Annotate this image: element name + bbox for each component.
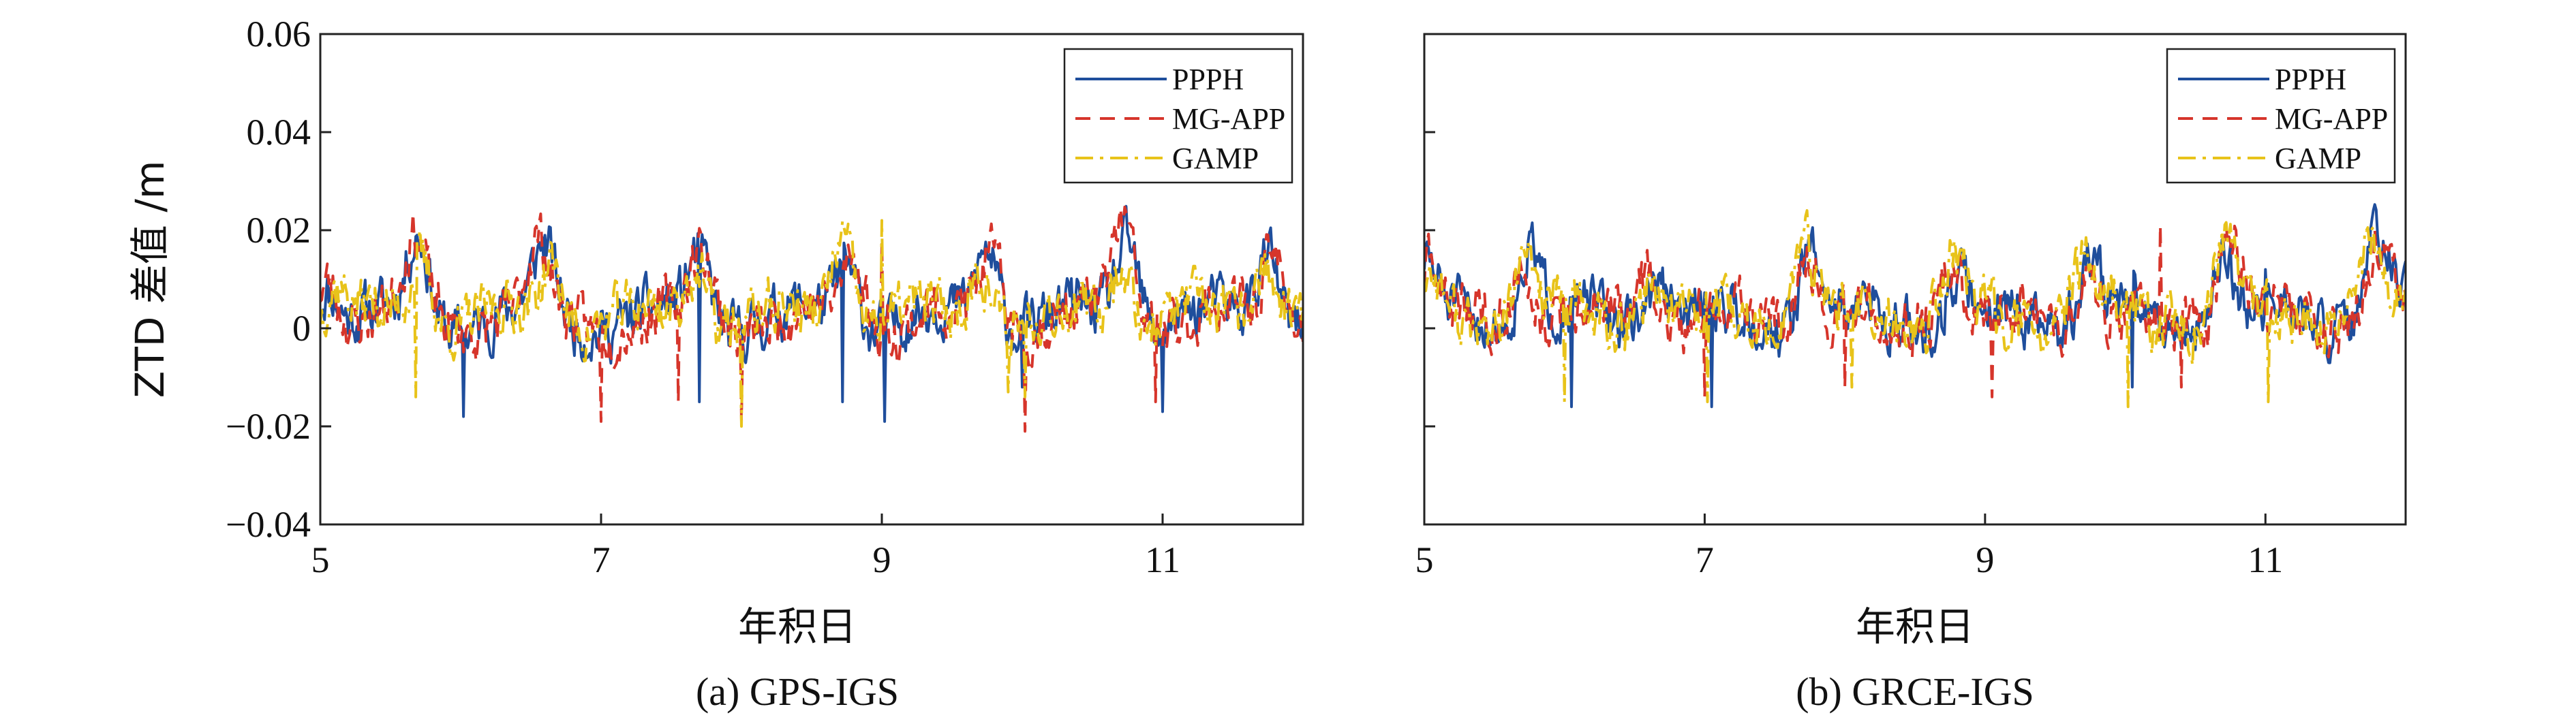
legend-label-gamp: GAMP [1172, 142, 1259, 175]
plot-area [1424, 203, 2406, 409]
panel-caption: (b) GRCE-IGS [1796, 670, 2034, 714]
y-tick-label: −0.04 [226, 504, 311, 545]
y-tick-label: 0.02 [247, 210, 311, 251]
x-tick-label: 11 [2248, 539, 2283, 580]
y-tick-label: 0.04 [247, 112, 311, 153]
legend-label-mg-app: MG-APP [2275, 102, 2388, 136]
y-tick-label: −0.02 [226, 406, 311, 447]
plot-frame [1423, 33, 2407, 526]
legend: PPPH MG-APP GAMP [2166, 48, 2396, 184]
x-tick-label: 9 [1976, 539, 1994, 580]
legend: PPPH MG-APP GAMP [1063, 48, 1293, 184]
panel-a: −0.04 −0.02 0 0.02 0.04 0.06 5 7 9 11 年积日 ZTD 差值 /m… [127, 14, 1304, 714]
panel-caption: (a) GPS-IGS [696, 670, 899, 714]
x-tick-label: 7 [592, 539, 611, 580]
y-tick-label: 0 [292, 308, 311, 349]
y-tick-label: 0.06 [247, 14, 311, 54]
x-tick-label: 9 [873, 539, 891, 580]
x-tick-label: 5 [311, 539, 330, 580]
panel-b: 5 7 9 11 年积日 (b) GRCE-IGS PPPH MG-APP GAMP [1415, 33, 2407, 714]
x-axis-title: 年积日 [1856, 603, 1974, 650]
series-line-gamp [320, 219, 1303, 428]
plot-area [320, 204, 1303, 433]
legend-label-gamp: GAMP [2275, 142, 2361, 175]
series-line-gamp [1424, 209, 2406, 409]
plot-frame [319, 33, 1304, 526]
x-tick-label: 5 [1415, 539, 1434, 580]
legend-label-mg-app: MG-APP [1172, 102, 1285, 136]
legend-label-ppph: PPPH [2275, 63, 2346, 96]
x-tick-label: 11 [1145, 539, 1180, 580]
x-axis-title: 年积日 [738, 603, 857, 650]
legend-label-ppph: PPPH [1172, 63, 1244, 96]
x-tick-label: 7 [1696, 539, 1714, 580]
y-axis-title: ZTD 差值 /m [127, 161, 173, 398]
